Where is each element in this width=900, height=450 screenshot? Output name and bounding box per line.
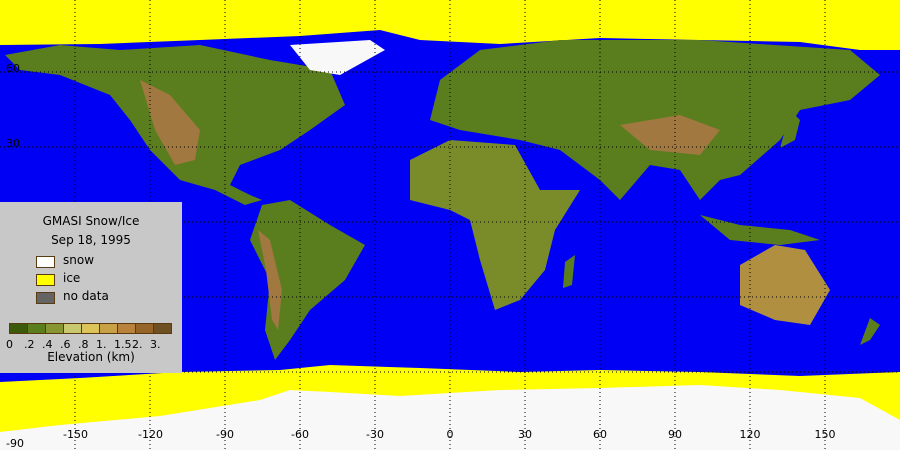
colorbar-tick-label: .2 — [24, 338, 35, 351]
longitude-label: 150 — [814, 428, 836, 441]
longitude-label: -90 — [216, 428, 234, 441]
snow-label: snow — [63, 253, 95, 267]
australia — [740, 245, 830, 325]
japan — [780, 110, 800, 148]
longitude-label: 60 — [593, 428, 607, 441]
colorbar-tick-label: .4 — [42, 338, 53, 351]
colorbar-bin — [64, 324, 82, 333]
colorbar-tick-label: 1.5 — [114, 338, 132, 351]
legend-title: GMASI Snow/Ice — [42, 214, 140, 228]
colorbar-bin — [118, 324, 136, 333]
ice-swatch — [36, 274, 55, 286]
legend-date: Sep 18, 1995 — [51, 233, 131, 247]
latitude-label: -90 — [6, 437, 24, 450]
africa — [410, 140, 580, 310]
colorbar-bin — [136, 324, 154, 333]
latitude-label: 30 — [6, 137, 20, 150]
legend-panel: GMASI Snow/Ice Sep 18, 1995 snow ice no … — [0, 202, 182, 373]
longitude-label: 0 — [446, 428, 454, 441]
colorbar-bin — [82, 324, 100, 333]
longitude-label: 30 — [518, 428, 532, 441]
colorbar-title: Elevation (km) — [47, 350, 135, 364]
ice-label: ice — [63, 271, 81, 285]
elevation-colorbar — [9, 323, 172, 334]
colorbar-bin — [10, 324, 28, 333]
colorbar-bin — [100, 324, 118, 333]
colorbar-bin — [154, 324, 171, 333]
colorbar-tick-label: 3. — [150, 338, 161, 351]
longitude-label: -30 — [366, 428, 384, 441]
latitude-label: 60 — [6, 62, 20, 75]
colorbar-tick-label: 0 — [6, 338, 13, 351]
colorbar-tick-label: 2. — [132, 338, 143, 351]
new-zealand — [860, 318, 880, 345]
antarctica-snow — [0, 385, 900, 450]
longitude-label: -60 — [291, 428, 309, 441]
longitude-label: 120 — [739, 428, 761, 441]
colorbar-bin — [46, 324, 64, 333]
indonesia — [700, 215, 820, 245]
snow-swatch — [36, 256, 55, 268]
longitude-label: -150 — [63, 428, 88, 441]
longitude-label: 90 — [668, 428, 682, 441]
no-data-label: no data — [63, 289, 109, 303]
colorbar-tick-label: .6 — [60, 338, 71, 351]
madagascar — [563, 255, 575, 288]
longitude-label: -120 — [138, 428, 163, 441]
colorbar-bin — [28, 324, 46, 333]
colorbar-tick-label: .8 — [78, 338, 89, 351]
rockies — [140, 80, 200, 165]
andes — [258, 230, 282, 330]
tibet-plateau — [620, 115, 720, 155]
greenland — [290, 40, 385, 75]
no-data-swatch — [36, 292, 55, 304]
colorbar-tick-label: 1. — [96, 338, 107, 351]
